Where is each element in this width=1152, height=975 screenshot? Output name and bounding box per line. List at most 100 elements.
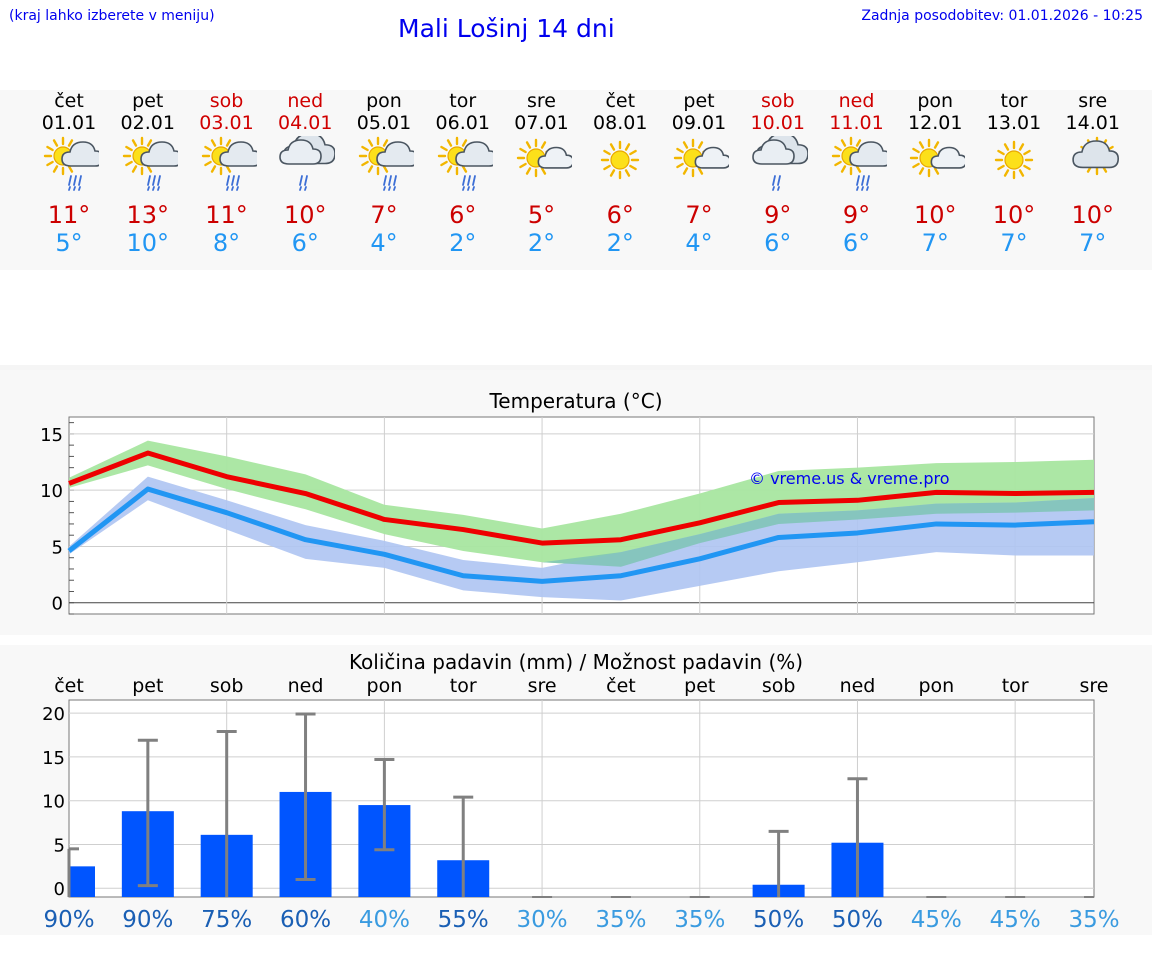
- location-menu-hint: (kraj lahko izberete v meniju): [9, 8, 215, 24]
- max-temperature: 10°: [283, 201, 327, 229]
- max-temperature: 11°: [47, 201, 91, 229]
- temperature-band-overlap: [69, 465, 1094, 567]
- forecast-day: ned 11.01 9° 6°: [817, 90, 897, 257]
- min-temperature: 6°: [291, 229, 319, 257]
- max-temperature: 5°: [527, 201, 556, 229]
- separator: [0, 365, 1152, 370]
- max-temperature: 10°: [992, 201, 1036, 229]
- precipitation-probability: 45%: [990, 907, 1041, 933]
- min-temperature: 6°: [764, 229, 792, 257]
- forecast-day: čet 01.01 11° 5°: [29, 90, 109, 257]
- precipitation-probability: 35%: [595, 907, 646, 933]
- day-date: 08.01: [593, 112, 648, 134]
- day-name: ned: [838, 90, 875, 112]
- day-name: tor: [449, 90, 477, 112]
- sun-icon: [601, 140, 640, 180]
- day-axis-label: tor: [1002, 675, 1029, 697]
- day-name: tor: [1000, 90, 1028, 112]
- cloud-rain-icon: [751, 136, 808, 191]
- day-date: 13.01: [986, 112, 1042, 134]
- day-date: 06.01: [435, 112, 490, 134]
- min-temperature: 2°: [606, 229, 634, 257]
- day-axis-label: sob: [210, 675, 244, 697]
- y-tick-label: 0: [54, 879, 65, 900]
- max-temperature: 7°: [685, 201, 713, 229]
- y-tick-label: 10: [42, 792, 65, 813]
- min-temperature: 6°: [842, 229, 871, 257]
- day-axis-label: čet: [54, 675, 84, 697]
- forecast-day: ned 04.01 10° 6°: [265, 90, 345, 257]
- sun-small-cloud-icon: [910, 138, 966, 178]
- forecast-day: tor 06.01 6° 2°: [423, 90, 503, 257]
- y-tick-label: 10: [40, 481, 63, 502]
- max-temperature: 6°: [449, 201, 477, 229]
- day-name: pon: [366, 90, 402, 112]
- day-name: pet: [132, 90, 164, 112]
- precipitation-probability: 75%: [201, 907, 252, 933]
- cloud-rain-icon: [279, 136, 336, 191]
- day-name: sre: [1078, 90, 1108, 112]
- temperature-panel: Temperatura (°C) 0 5 10 15 © vreme.us & vrem…: [0, 370, 1152, 635]
- page-title: Mali Lošinj 14 dni: [398, 14, 615, 43]
- day-date: 14.01: [1065, 112, 1120, 134]
- y-tick-label: 15: [40, 425, 63, 446]
- precipitation-probability: 30%: [517, 907, 568, 933]
- forecast-day: pet 09.01 7° 4°: [659, 90, 739, 257]
- max-temperature: 11°: [205, 201, 248, 229]
- precipitation-probability: 90%: [43, 907, 94, 933]
- forecast-day: pet 02.01 13° 10°: [108, 90, 188, 257]
- forecast-day: pon 05.01 7° 4°: [344, 90, 424, 257]
- temperature-chart-title: Temperatura (°C): [489, 389, 663, 413]
- min-temperature: 7°: [1079, 229, 1107, 257]
- min-temperature: 5°: [55, 229, 83, 257]
- precipitation-probability: 35%: [674, 907, 725, 933]
- max-temperature: 10°: [1071, 201, 1115, 229]
- forecast-day: sob 03.01 11° 8°: [187, 90, 267, 257]
- sun-cloud-rain-icon: [122, 136, 178, 191]
- day-date: 10.01: [750, 112, 805, 134]
- precipitation-probability: 55%: [438, 907, 489, 933]
- max-temperature: 13°: [126, 201, 170, 229]
- daily-forecast-strip: čet 01.01 11° 5° pet 02.01 13° 10° sob 03.01 11° 8°…: [0, 90, 1152, 270]
- day-axis-label: ned: [288, 675, 324, 697]
- sun-small-cloud-icon: [516, 138, 572, 178]
- y-tick-label: 0: [52, 594, 63, 615]
- y-tick-label: 20: [42, 704, 65, 725]
- forecast-day: sre 07.01 5° 2°: [502, 90, 582, 257]
- precipitation-probability: 35%: [1068, 907, 1119, 933]
- min-temperature-range-band: [69, 476, 1094, 601]
- sun-cloud-rain-icon: [358, 136, 414, 191]
- day-date: 02.01: [120, 112, 175, 134]
- min-temperature-line: [67, 486, 1095, 584]
- day-name: ned: [287, 90, 324, 112]
- min-temperature: 7°: [921, 229, 949, 257]
- precipitation-chart-title: Količina padavin (mm) / Možnost padavin …: [348, 650, 804, 674]
- forecast-day: čet 08.01 6° 2°: [580, 90, 660, 257]
- sun-cloud-rain-icon: [201, 136, 257, 191]
- precipitation-probability: 50%: [832, 907, 883, 933]
- day-name: sob: [760, 90, 795, 112]
- forecast-day: sre 14.01 10° 7°: [1053, 90, 1133, 257]
- day-date: 05.01: [356, 112, 412, 134]
- day-axis-label: pon: [918, 675, 954, 697]
- day-date: 04.01: [278, 112, 333, 134]
- max-temperature: 10°: [913, 201, 957, 229]
- last-update: Zadnja posodobitev: 01.01.2026 - 10:25: [861, 8, 1143, 24]
- y-tick-label: 5: [54, 835, 65, 856]
- precipitation-probability: 40%: [359, 907, 410, 933]
- watermark: © vreme.us & vreme.pro: [749, 469, 950, 488]
- day-date: 12.01: [908, 112, 963, 134]
- sun-icon: [994, 140, 1034, 180]
- day-axis-label: pon: [367, 675, 403, 697]
- max-temperature: 9°: [842, 201, 871, 229]
- day-axis-label: sre: [1080, 675, 1109, 697]
- day-name: sob: [209, 90, 244, 112]
- y-tick-label: 15: [42, 748, 65, 769]
- day-axis-label: sob: [762, 675, 796, 697]
- sun-cloud-rain-icon: [43, 136, 99, 191]
- max-temperature-line: [68, 450, 1095, 546]
- y-tick-label: 5: [52, 537, 63, 558]
- day-date: 11.01: [829, 112, 884, 134]
- day-axis-label: pet: [684, 675, 715, 697]
- forecast-day: tor 13.01 10° 7°: [974, 90, 1054, 257]
